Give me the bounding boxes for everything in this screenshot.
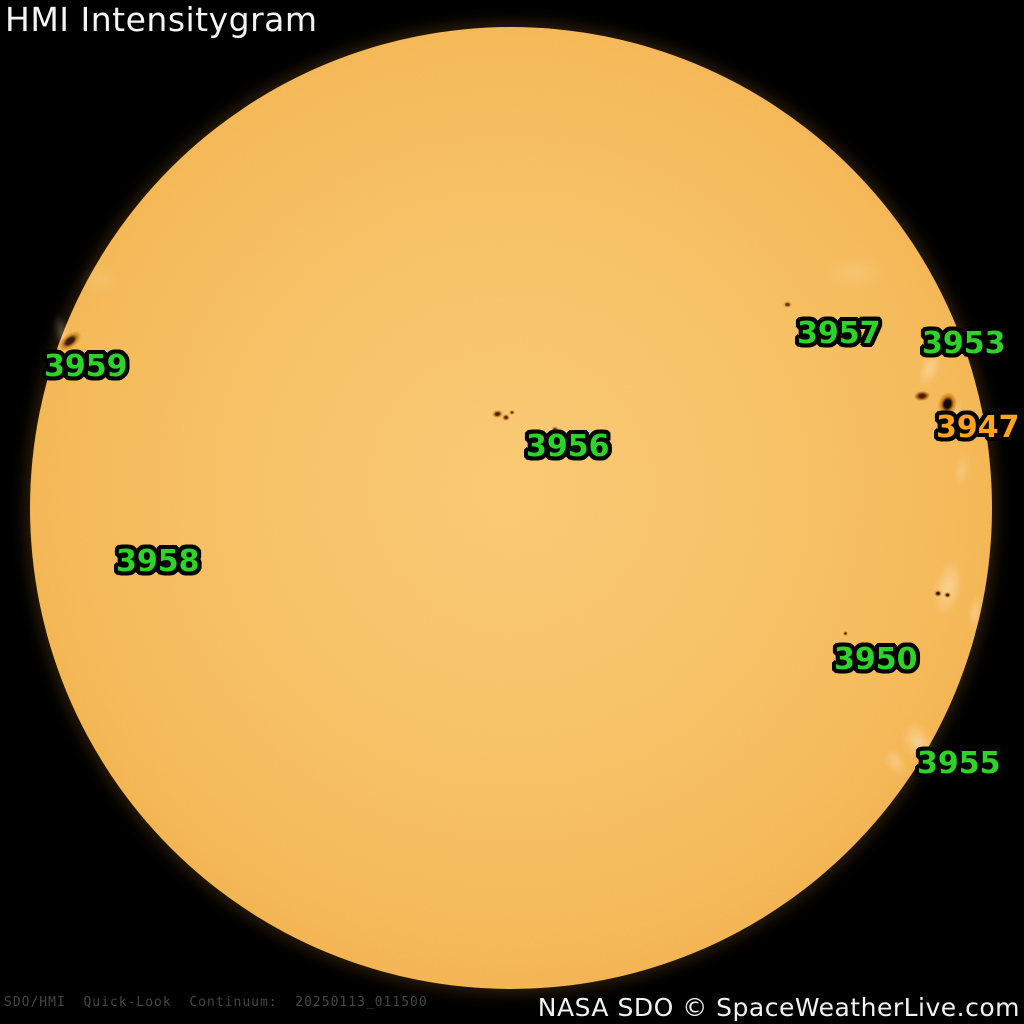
credit-text: NASA SDO © SpaceWeatherLive.com — [537, 993, 1020, 1022]
region-label-3950: 3950 — [834, 642, 918, 677]
region-label-3957: 3957 — [797, 316, 881, 351]
granulation-texture — [30, 27, 992, 989]
sun-disk — [30, 27, 992, 989]
region-label-3947: 3947 — [936, 410, 1020, 445]
region-label-3959: 3959 — [44, 349, 128, 384]
region-label-3955: 3955 — [917, 746, 1001, 781]
region-label-3956: 3956 — [526, 429, 610, 464]
region-label-3953: 3953 — [922, 326, 1006, 361]
region-label-3958: 3958 — [116, 544, 200, 579]
instrument-timestamp-caption: SDO/HMI Quick-Look Continuum: 20250113_0… — [4, 995, 428, 1010]
page-title: HMI Intensitygram — [5, 0, 318, 39]
